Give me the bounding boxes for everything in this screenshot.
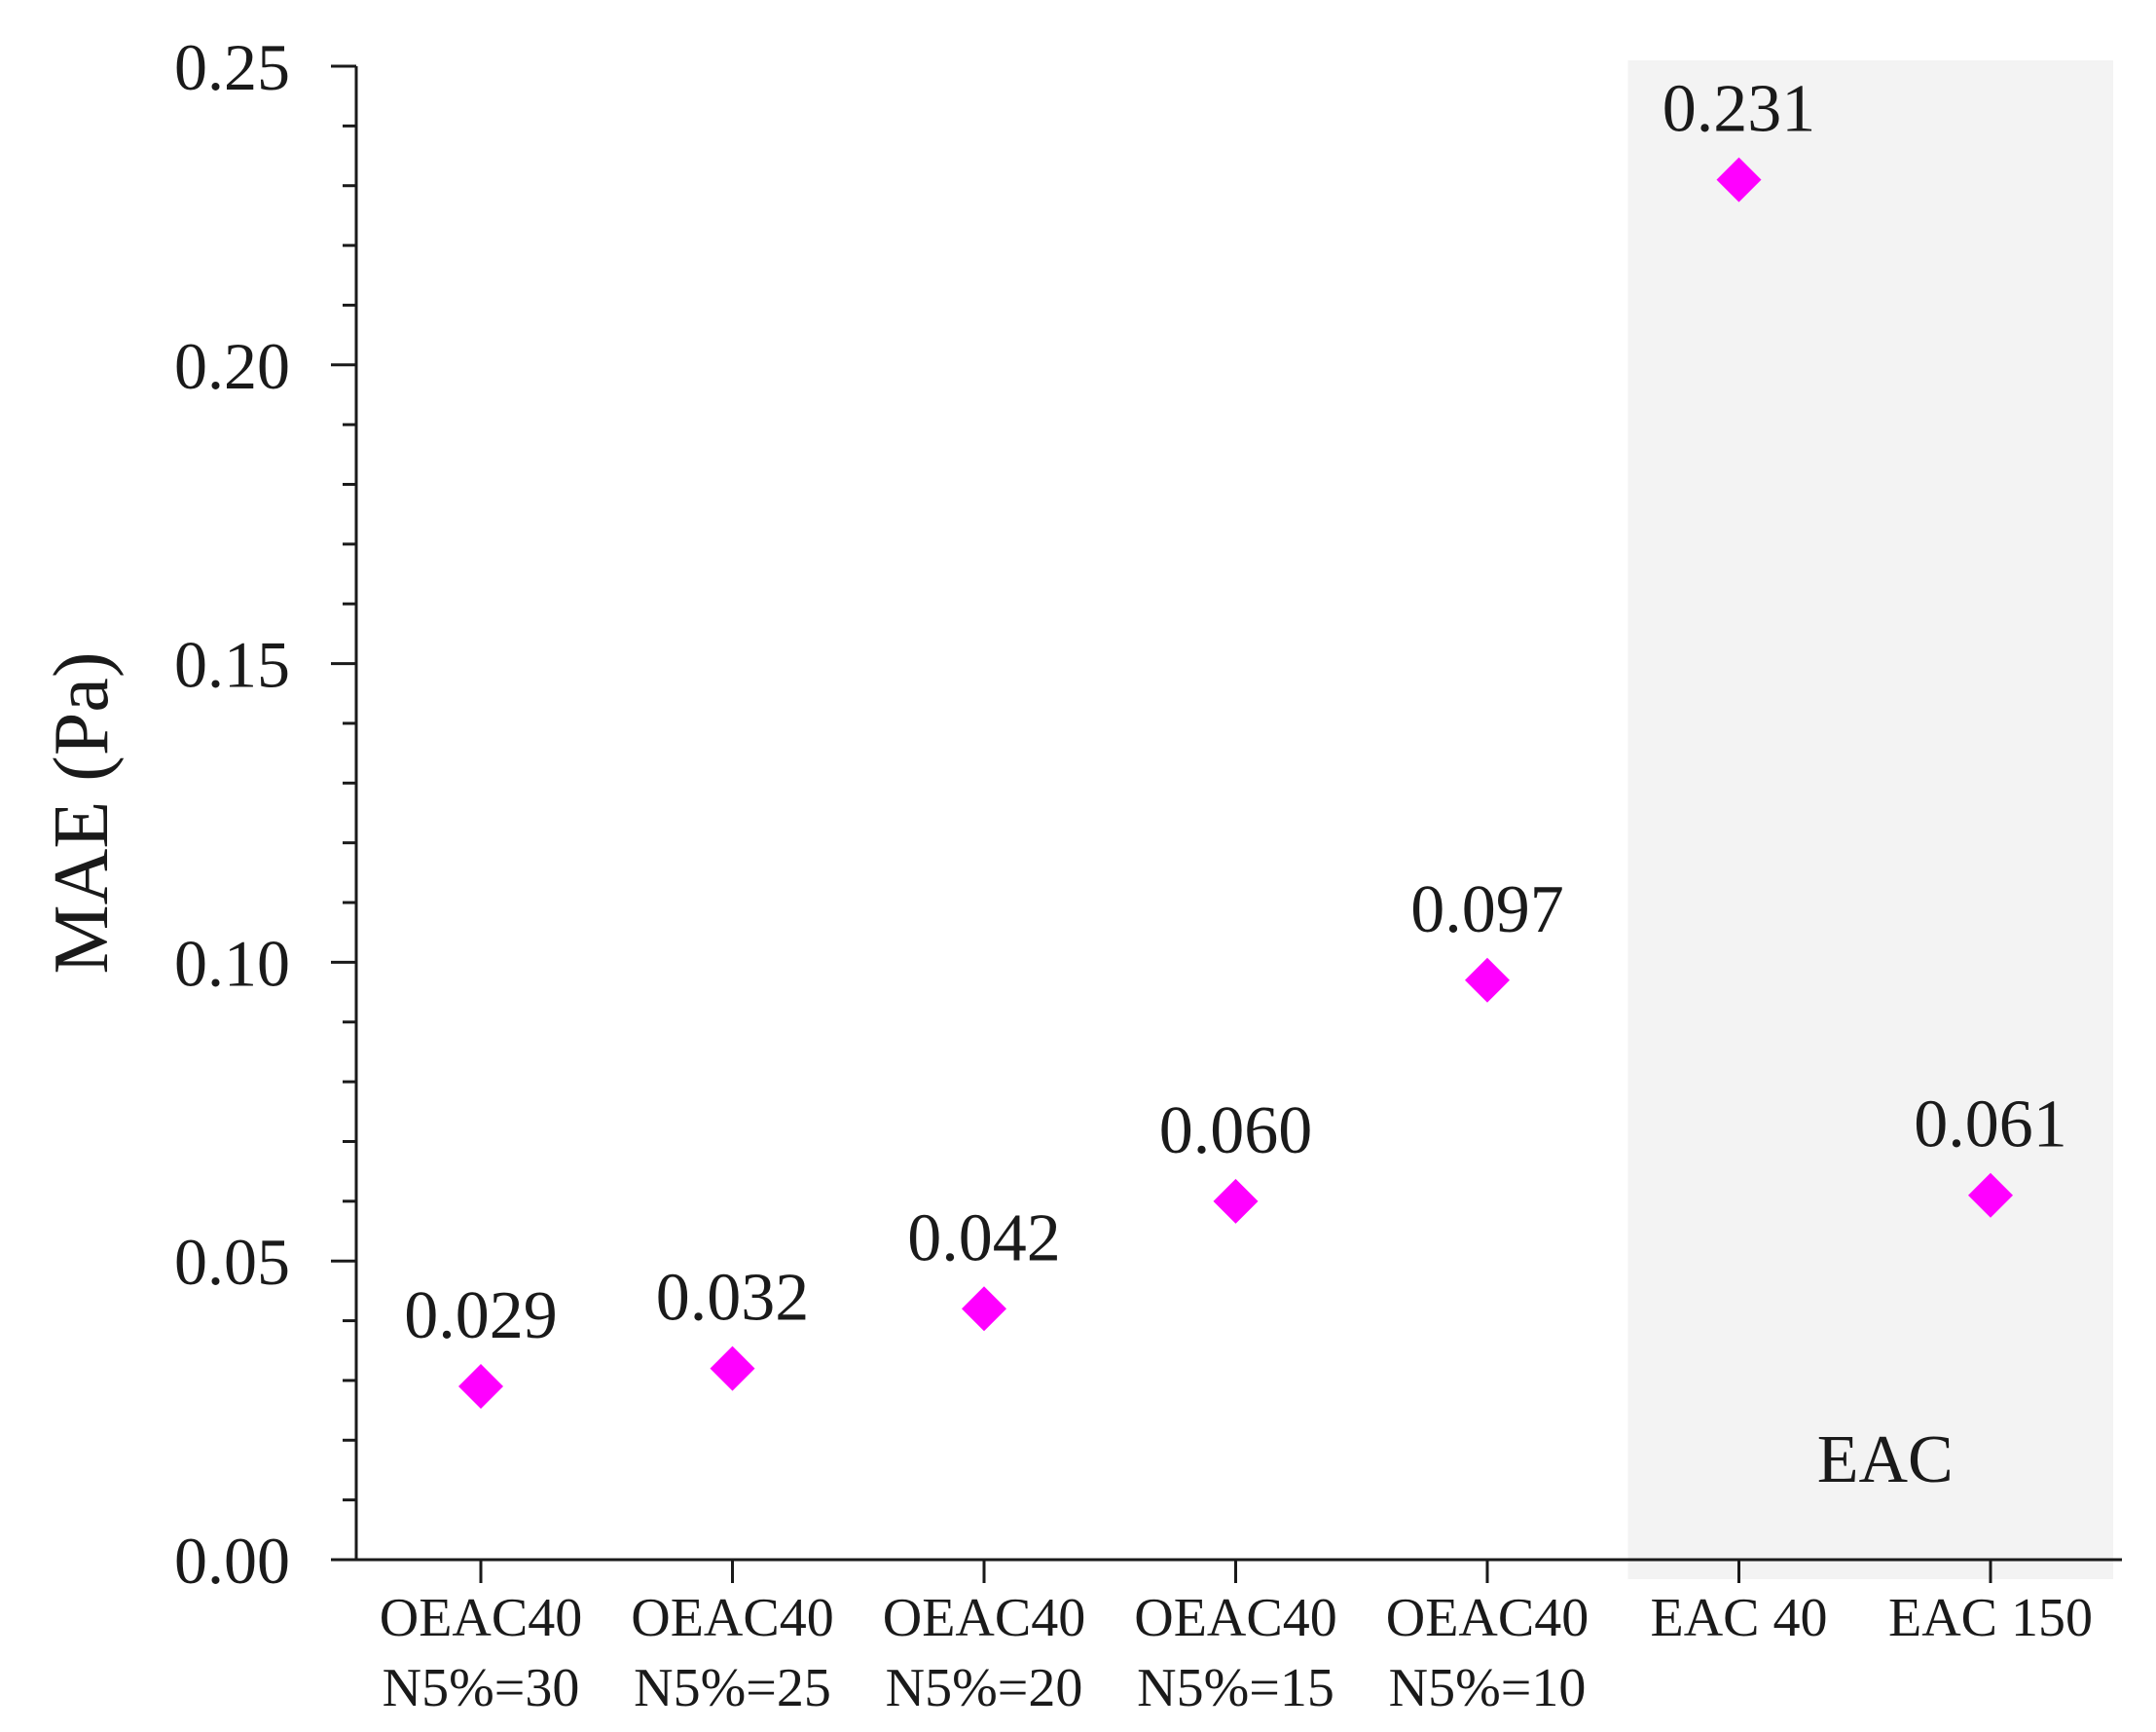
data-point-marker bbox=[1465, 957, 1510, 1003]
x-category-sublabel: N5%=20 bbox=[886, 1658, 1083, 1718]
y-tick-label: 0.15 bbox=[174, 628, 290, 702]
x-category-label: OEAC40 bbox=[1134, 1588, 1336, 1648]
data-label: 0.029 bbox=[404, 1278, 558, 1353]
data-label: 0.097 bbox=[1410, 872, 1564, 947]
y-tick-label: 0.25 bbox=[174, 30, 290, 104]
highlight-region-layer bbox=[1627, 60, 2113, 1579]
y-tick-label: 0.10 bbox=[174, 926, 290, 1000]
x-category-label: OEAC40 bbox=[1386, 1588, 1589, 1648]
x-category-sublabel: N5%=30 bbox=[383, 1658, 580, 1718]
y-tick-label: 0.00 bbox=[174, 1524, 290, 1598]
data-labels: 0.029 0.032 0.042 0.060 0.097 0.231 0.061 bbox=[404, 72, 2067, 1353]
x-category-sublabel: N5%=25 bbox=[634, 1658, 831, 1718]
x-category-label: OEAC40 bbox=[380, 1588, 582, 1648]
highlight-region-eac bbox=[1627, 60, 2113, 1579]
data-label: 0.032 bbox=[656, 1261, 810, 1336]
x-category-sublabel: N5%=15 bbox=[1137, 1658, 1334, 1718]
y-axis-label: MAE (Pa) bbox=[39, 651, 125, 974]
data-point-marker bbox=[1213, 1178, 1259, 1224]
data-markers bbox=[458, 157, 2013, 1410]
axes bbox=[331, 64, 2122, 1583]
x-category-label: OEAC40 bbox=[883, 1588, 1085, 1648]
data-point-marker bbox=[1716, 157, 1762, 203]
y-tick-label: 0.05 bbox=[174, 1225, 290, 1299]
data-label: 0.061 bbox=[1914, 1087, 2067, 1162]
x-category-label: EAC 150 bbox=[1888, 1588, 2093, 1648]
y-tick-label: 0.20 bbox=[174, 329, 290, 403]
data-label: 0.042 bbox=[907, 1200, 1061, 1275]
x-category-sublabel: N5%=10 bbox=[1389, 1658, 1587, 1718]
data-point-marker bbox=[1968, 1172, 2013, 1218]
x-category-label: EAC 40 bbox=[1651, 1588, 1828, 1648]
x-category-labels: OEAC40 N5%=30 OEAC40 N5%=25 OEAC40 N5%=20 OEAC… bbox=[380, 1588, 2093, 1718]
data-point-marker bbox=[710, 1345, 755, 1391]
data-label: 0.231 bbox=[1663, 72, 1816, 147]
data-point-marker bbox=[962, 1286, 1006, 1332]
data-point-marker bbox=[458, 1364, 503, 1410]
region-label-eac: EAC bbox=[1817, 1422, 1954, 1497]
data-label: 0.060 bbox=[1159, 1093, 1313, 1168]
x-category-label: OEAC40 bbox=[631, 1588, 833, 1648]
y-tick-labels: 0.00 0.05 0.10 0.15 0.20 0.25 bbox=[174, 30, 290, 1598]
